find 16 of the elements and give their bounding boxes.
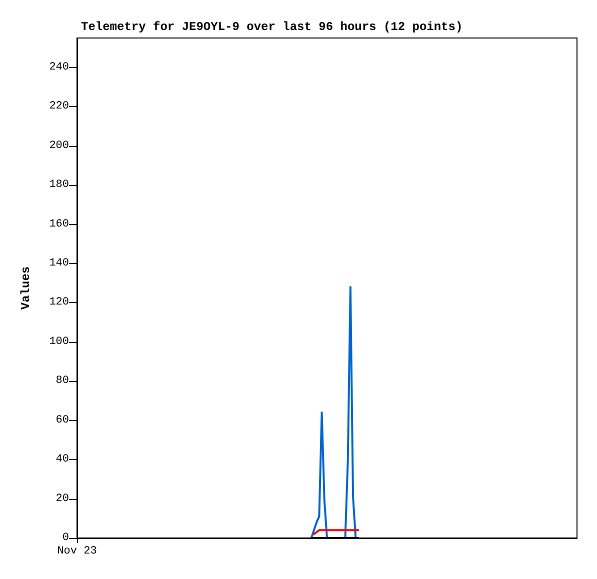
y-tick-label: 180	[49, 179, 69, 192]
y-tick-label: 240	[49, 61, 69, 74]
y-tick-label: 120	[49, 296, 69, 309]
y-tick-label: 20	[56, 492, 69, 505]
y-tick-label: 200	[49, 140, 69, 152]
x-tick-label: Nov 23	[57, 546, 97, 558]
y-tick-label: 100	[49, 336, 69, 348]
y-tick-label: 0	[62, 532, 69, 544]
y-tick-label: 160	[49, 218, 69, 230]
chart-title: Telemetry for JE9OYL-9 over last 96 hours (12 points)	[81, 20, 463, 34]
y-tick-label: 220	[49, 100, 69, 113]
y-tick-label: 140	[49, 257, 69, 270]
y-tick-label: 80	[56, 375, 69, 388]
y-axis-title: Values	[19, 266, 33, 310]
y-tick-label: 60	[56, 414, 69, 426]
y-tick-label: 40	[56, 454, 69, 466]
